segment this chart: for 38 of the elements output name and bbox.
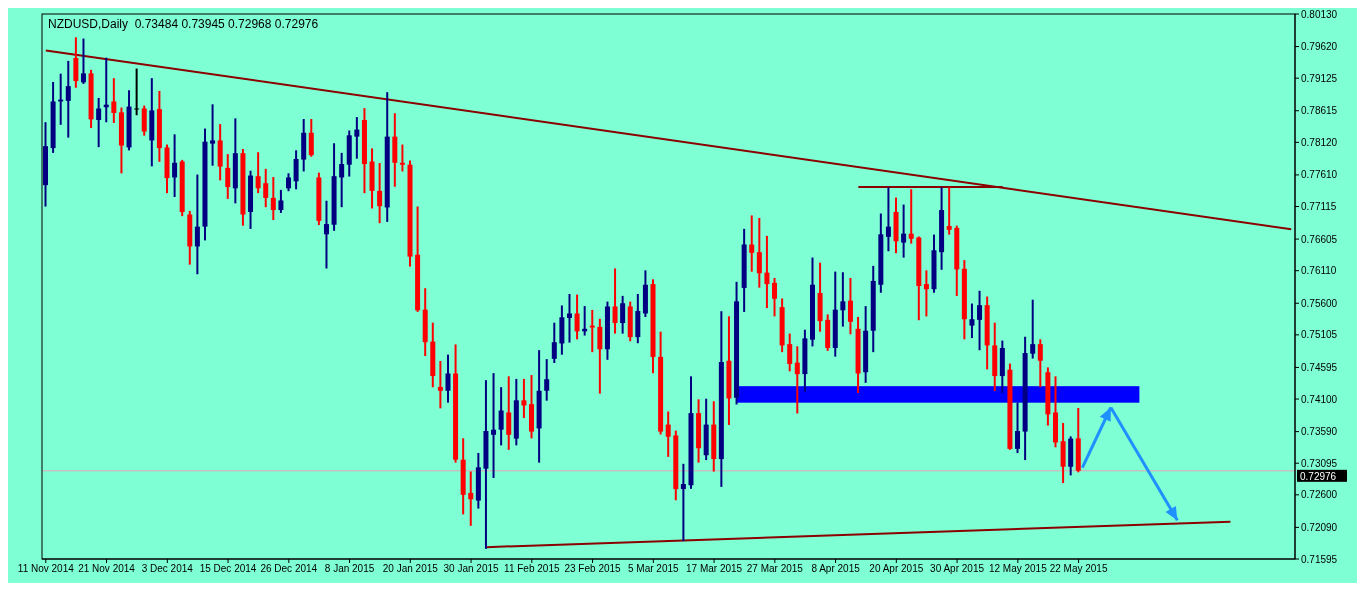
y-tick-label: 0.74595 (1301, 361, 1338, 373)
y-tick-label: 0.77610 (1301, 169, 1338, 181)
x-tick-label: 26 Dec 2014 (260, 563, 318, 575)
x-tick-label: 30 Jan 2015 (443, 563, 500, 575)
x-tick-label: 20 Apr 2015 (869, 563, 924, 575)
y-tick-label: 0.78615 (1301, 105, 1338, 117)
x-tick-label: 21 Nov 2014 (78, 563, 136, 575)
y-tick-label: 0.77115 (1301, 201, 1337, 213)
y-tick-label: 0.73590 (1301, 426, 1338, 438)
y-tick-label: 0.78120 (1301, 136, 1338, 148)
x-tick-label: 11 Nov 2014 (17, 563, 75, 575)
x-tick-label: 17 Mar 2015 (685, 563, 743, 575)
ref-line-label: 0.72976 (1300, 470, 1337, 482)
x-tick-label: 22 May 2015 (1049, 563, 1108, 575)
x-tick-label: 23 Feb 2015 (564, 563, 622, 575)
x-tick-label: 3 Dec 2014 (141, 563, 194, 575)
y-tick-label: 0.72600 (1301, 489, 1338, 501)
y-tick-label: 0.75600 (1301, 297, 1338, 309)
chart-title: NZDUSD,Daily 0.73484 0.73945 0.72968 0.72976 (48, 17, 319, 31)
y-tick-label: 0.79125 (1301, 72, 1338, 84)
x-tick-label: 27 Mar 2015 (746, 563, 804, 575)
x-tick-label: 11 Feb 2015 (504, 563, 560, 575)
y-tick-label: 0.74100 (1301, 393, 1338, 405)
y-tick-label: 0.73095 (1301, 457, 1338, 469)
x-tick-label: 15 Dec 2014 (199, 563, 257, 575)
y-tick-label: 0.76110 (1301, 265, 1337, 277)
y-tick-label: 0.75105 (1301, 329, 1338, 341)
x-tick-label: 8 Jan 2015 (324, 563, 375, 575)
x-tick-label: 12 May 2015 (988, 563, 1048, 575)
x-tick-label: 8 Apr 2015 (811, 563, 861, 575)
y-tick-label: 0.72090 (1301, 521, 1338, 533)
y-tick-label: 0.80130 (1301, 8, 1338, 20)
x-tick-label: 20 Jan 2015 (382, 563, 439, 575)
y-tick-label: 0.76605 (1301, 233, 1338, 245)
x-tick-label: 5 Mar 2015 (628, 563, 680, 575)
x-tick-label: 30 Apr 2015 (930, 563, 985, 575)
y-tick-label: 0.79620 (1301, 41, 1338, 53)
y-tick-label: 0.71595 (1301, 553, 1338, 565)
